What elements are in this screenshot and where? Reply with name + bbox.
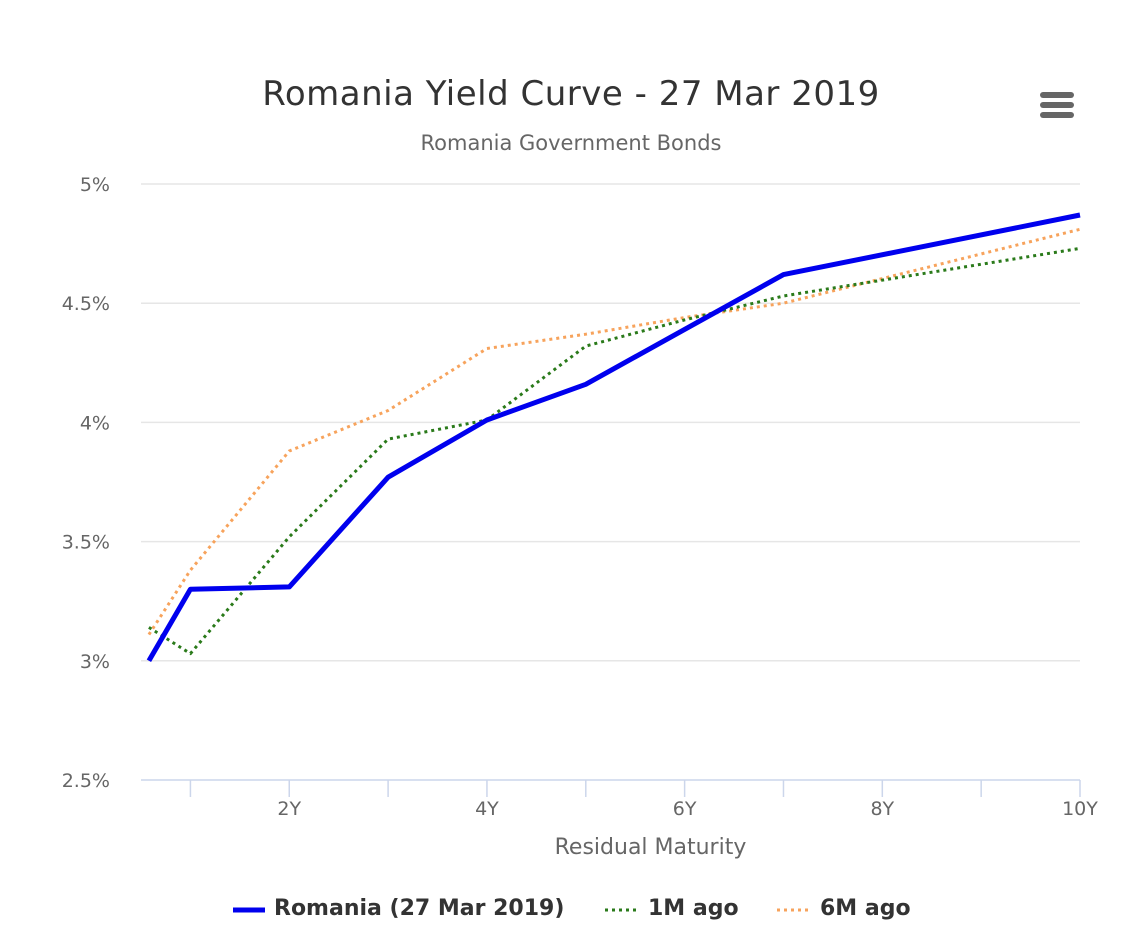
legend-symbol xyxy=(605,908,637,912)
hamburger-menu-icon[interactable] xyxy=(1036,88,1078,124)
legend: Romania (27 Mar 2019) 1M ago 6M ago xyxy=(0,892,1142,928)
y-tick-label: 5% xyxy=(80,174,110,196)
y-tick-label: 2.5% xyxy=(62,770,110,792)
series-line-6m-ago xyxy=(147,227,1081,636)
y-tick-label: 4% xyxy=(80,412,110,434)
legend-symbol xyxy=(777,908,809,912)
legend-label: Romania (27 Mar 2019) xyxy=(274,896,565,921)
x-tick-label: 4Y xyxy=(475,798,499,820)
y-tick-label: 4.5% xyxy=(62,293,110,315)
y-tick-label: 3% xyxy=(80,651,110,673)
x-tick-label: 6Y xyxy=(673,798,697,820)
x-tick-label: 10Y xyxy=(1062,798,1098,820)
x-tick-label: 8Y xyxy=(870,798,894,820)
legend-item-6m-ago[interactable]: 6M ago xyxy=(776,892,1116,928)
legend-item-1m-ago[interactable]: 1M ago xyxy=(604,892,944,928)
y-tick-label: 3.5% xyxy=(62,532,110,554)
x-tick-label: 2Y xyxy=(277,798,301,820)
legend-label: 1M ago xyxy=(648,896,739,921)
x-axis-title: Residual Maturity xyxy=(555,835,747,860)
legend-label: 6M ago xyxy=(820,896,911,921)
legend-item-romania[interactable]: Romania (27 Mar 2019) xyxy=(232,892,572,928)
chart-title: Romania Yield Curve - 27 Mar 2019 xyxy=(262,74,880,114)
series-line-romania xyxy=(146,212,1081,663)
legend-symbol xyxy=(233,907,265,913)
chart-subtitle: Romania Government Bonds xyxy=(420,131,722,155)
